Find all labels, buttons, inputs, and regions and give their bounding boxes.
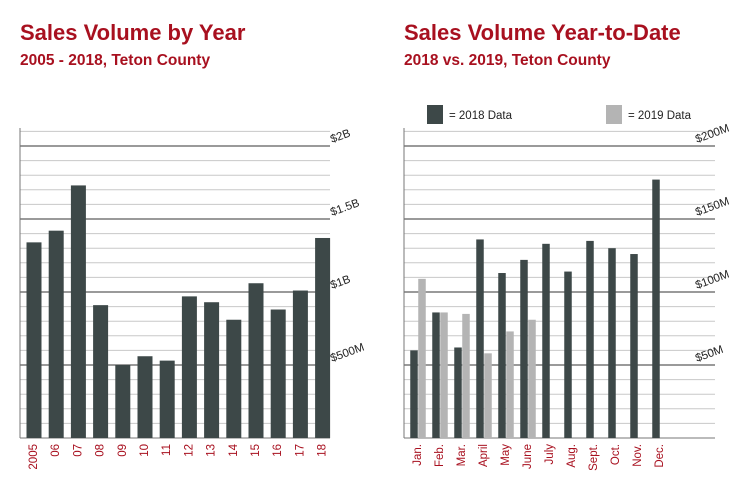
chart2-legend-swatch-1 <box>606 105 622 124</box>
chart2-x-tick-label: Mar. <box>456 444 468 466</box>
chart2-bar-feb-s1 <box>440 312 448 438</box>
chart1-x-tick-label: 18 <box>317 444 329 457</box>
chart1-bar-13 <box>204 302 220 438</box>
chart1-x-tick-label: 2005 <box>28 444 40 470</box>
chart2-bar-oct-s0 <box>608 248 616 438</box>
chart1-bar-17 <box>292 290 308 438</box>
chart1-x-tick-label: 12 <box>183 444 195 457</box>
chart2-x-tick-label: Dec. <box>654 444 666 468</box>
chart1-bar-12 <box>181 296 197 438</box>
chart2-subtitle: 2018 vs. 2019, Teton County <box>404 52 611 69</box>
chart1-x-tick-label: 08 <box>95 444 107 457</box>
chart1-bar-11 <box>159 360 175 438</box>
chart1-bar-18 <box>315 237 331 438</box>
chart2-bar-jan-s0 <box>410 350 418 438</box>
chart1-x-tick-label: 11 <box>161 444 173 456</box>
chart2-x-tick-label: Feb. <box>434 444 446 467</box>
chart2-bar-sept-s0 <box>586 240 594 438</box>
chart1-subtitle: 2005 - 2018, Teton County <box>20 52 211 69</box>
chart1-bar-14 <box>226 319 242 438</box>
chart1-x-tick-label: 15 <box>250 444 262 457</box>
chart1-bar-2005 <box>26 242 42 438</box>
chart2-bar-april-s0 <box>476 239 484 438</box>
chart1-x-tick-label: 09 <box>117 444 129 457</box>
chart2-x-tick-label: May <box>500 444 512 466</box>
chart2-bar-may-s1 <box>506 331 514 438</box>
chart1-x-tick-label: 16 <box>272 444 284 457</box>
chart1-bar-16 <box>270 309 286 438</box>
chart1-x-tick-label: 06 <box>50 444 62 457</box>
chart2-legend-label-0: = 2018 Data <box>449 110 513 122</box>
chart2-x-tick-label: Sept. <box>588 444 600 471</box>
chart2-bar-june-s1 <box>528 319 536 438</box>
chart2-bar-nov-s0 <box>630 254 638 438</box>
chart2-x-tick-label: June <box>522 444 534 469</box>
chart2-bar-june-s0 <box>520 259 528 438</box>
chart2-x-tick-label: Nov. <box>632 444 644 467</box>
chart2-x-tick-label: April <box>478 444 490 467</box>
chart1-bar-15 <box>248 283 264 438</box>
chart2-bar-july-s0 <box>542 243 550 438</box>
chart1-x-tick-label: 17 <box>294 444 306 457</box>
chart1-bar-07 <box>70 185 86 438</box>
chart2-y-tick-label: $50M <box>694 344 725 365</box>
chart2-legend-swatch-0 <box>427 105 443 124</box>
chart2-bar-aug-s0 <box>564 271 572 438</box>
chart1-bar-08 <box>93 305 109 438</box>
chart2-x-tick-label: July <box>544 444 556 465</box>
chart2-bar-mar-s1 <box>462 313 470 438</box>
chart1-x-tick-label: 07 <box>72 444 84 457</box>
chart1-bar-09 <box>115 365 131 438</box>
chart2-bar-april-s1 <box>484 353 492 438</box>
chart1-title: Sales Volume by Year <box>20 20 246 45</box>
chart2-title: Sales Volume Year-to-Date <box>404 20 681 45</box>
chart2-y-tick-label: $200M <box>694 123 731 146</box>
chart2-legend-label-1: = 2019 Data <box>628 110 692 122</box>
chart2-y-tick-label: $100M <box>694 269 731 292</box>
chart2-bar-jan-s1 <box>418 278 426 438</box>
chart1-x-tick-label: 13 <box>206 444 218 457</box>
chart2-bar-may-s0 <box>498 273 506 438</box>
chart1-x-tick-label: 10 <box>139 444 151 457</box>
chart2-bar-mar-s0 <box>454 347 462 438</box>
chart2-bar-dec-s0 <box>652 179 660 438</box>
chart1-x-tick-label: 14 <box>228 443 240 456</box>
chart2-y-tick-label: $150M <box>694 196 731 219</box>
chart2-bar-feb-s0 <box>432 312 440 438</box>
chart1-bar-06 <box>48 230 64 438</box>
chart2-x-tick-label: Jan. <box>412 444 424 466</box>
chart2-x-tick-label: Aug. <box>566 444 578 468</box>
chart1-bar-10 <box>137 356 153 438</box>
chart2-x-tick-label: Oct. <box>610 444 622 465</box>
